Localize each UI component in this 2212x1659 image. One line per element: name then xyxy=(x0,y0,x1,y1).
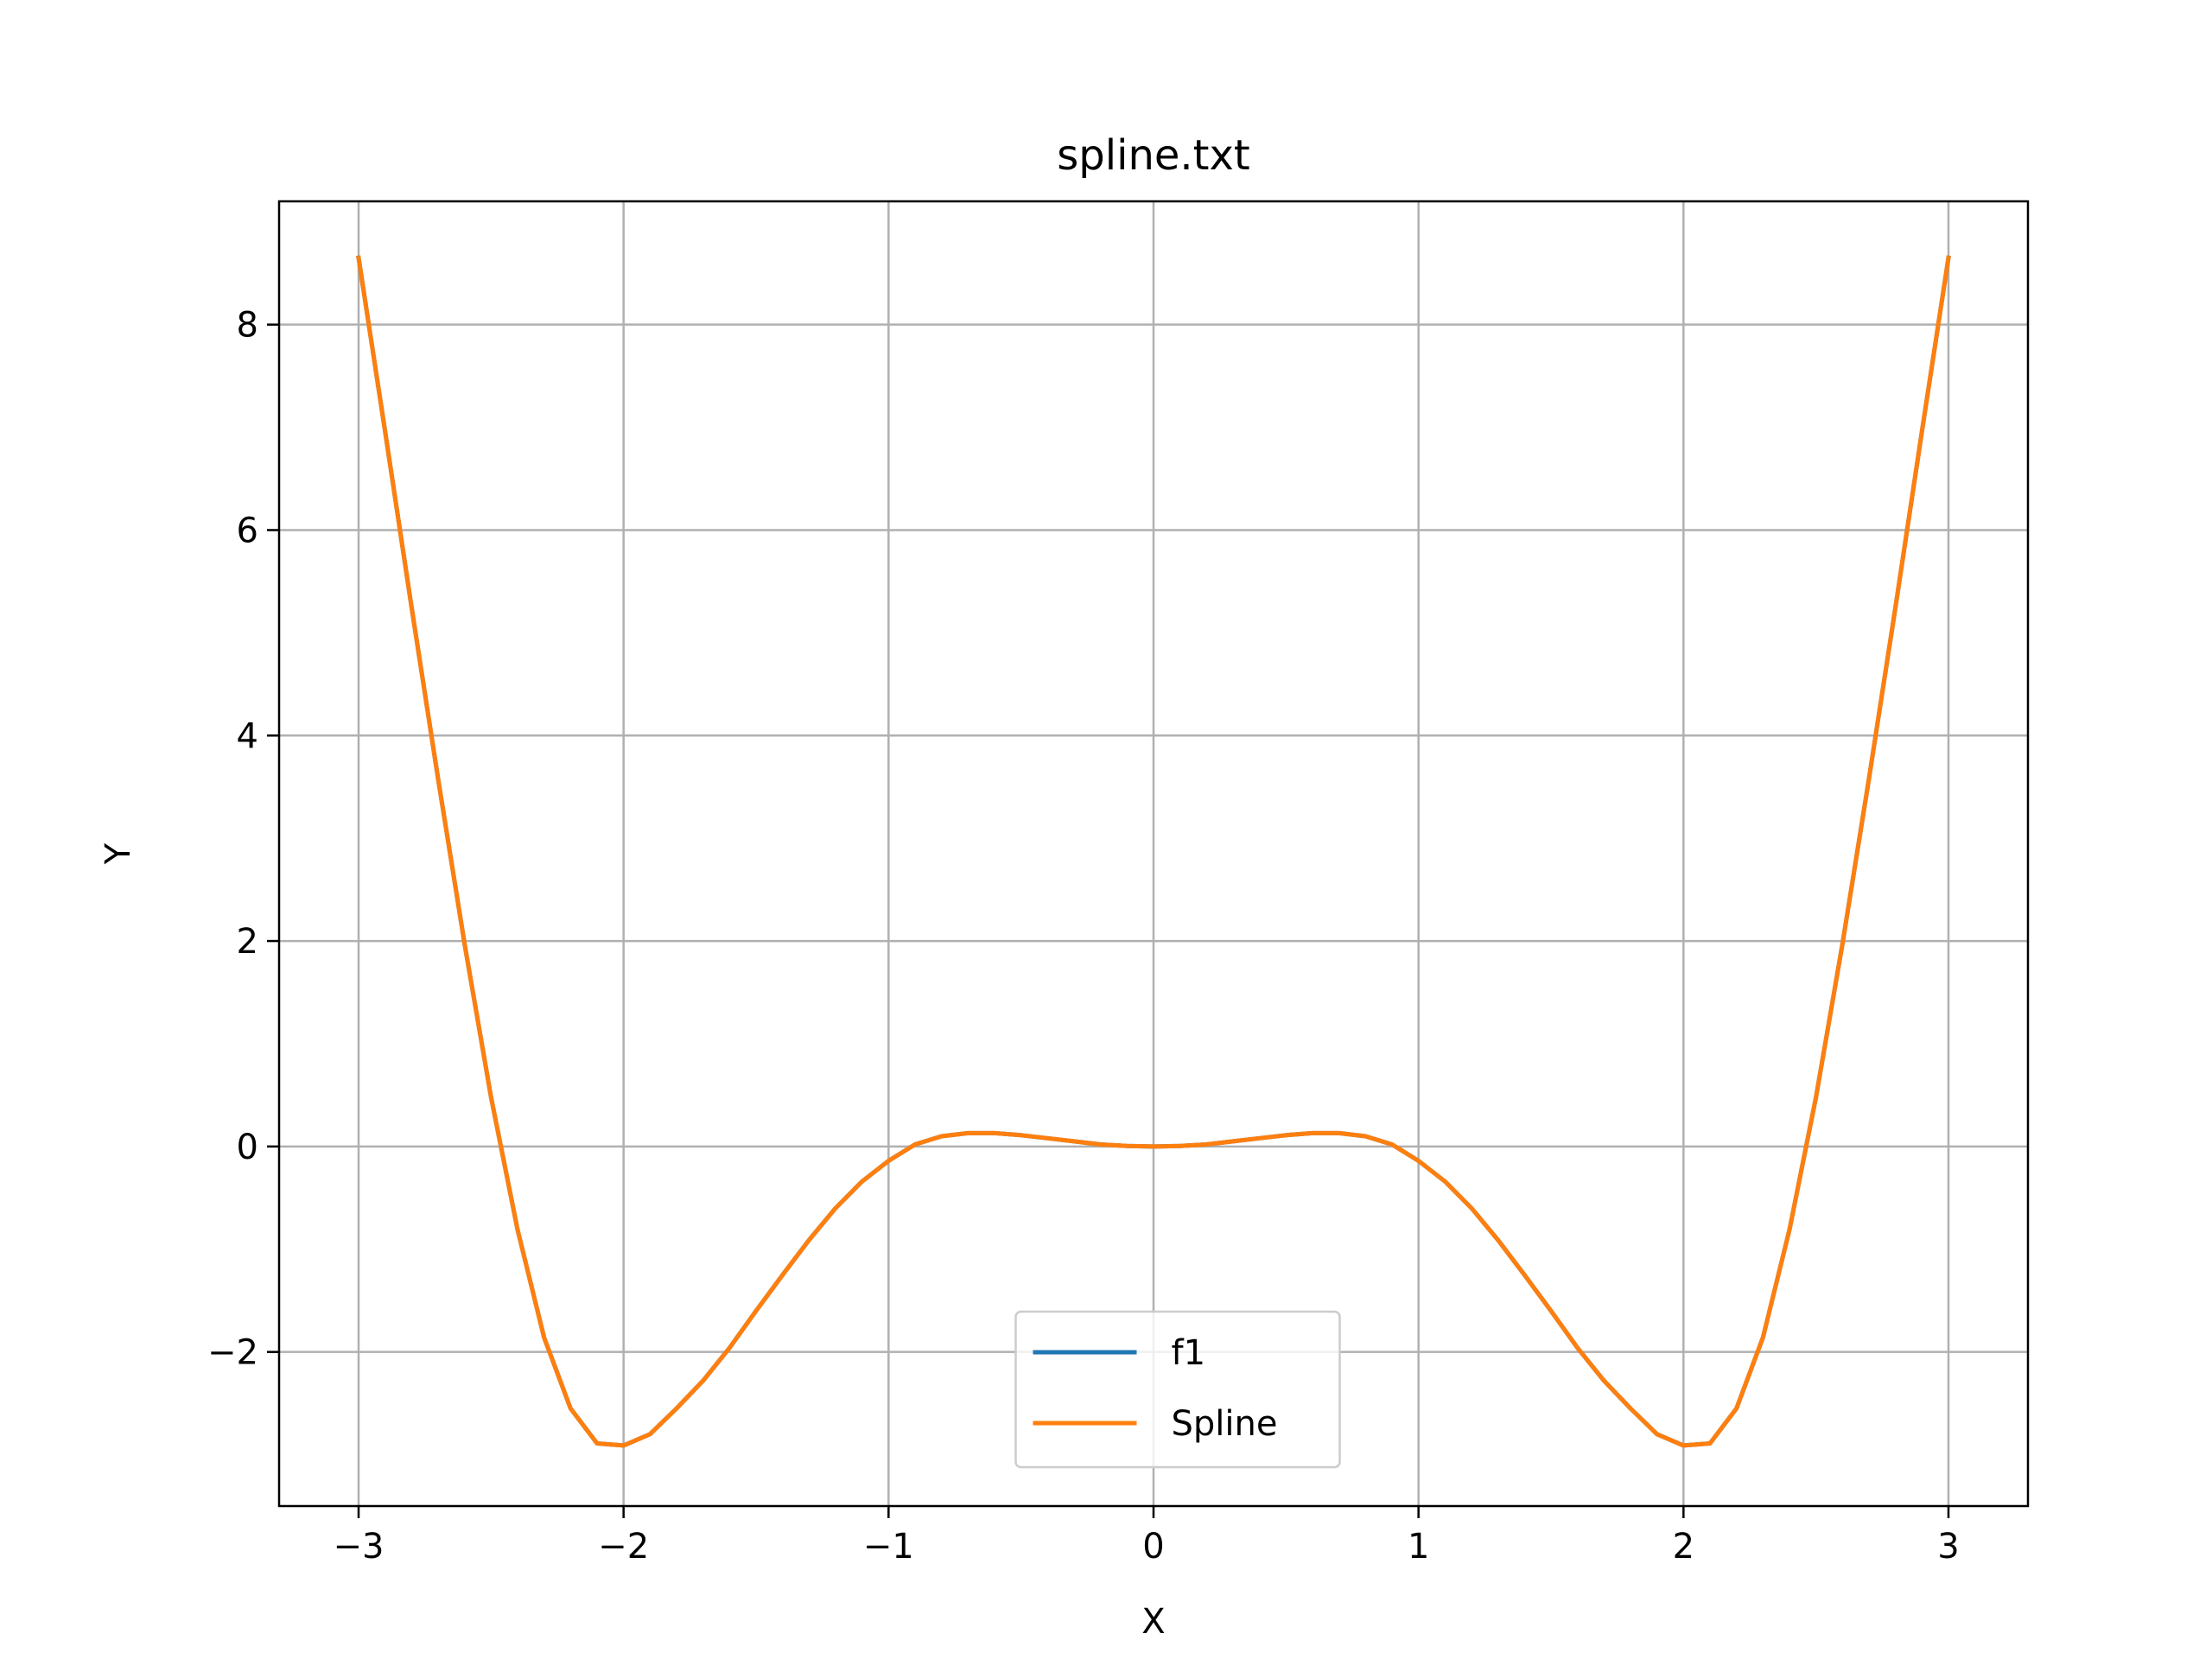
legend-label-spline: Spline xyxy=(1172,1404,1278,1444)
y-axis-title: Y xyxy=(99,842,138,865)
x-tick-label: −3 xyxy=(334,1527,385,1567)
y-tick-label: 6 xyxy=(237,511,258,550)
y-tick-label: 0 xyxy=(237,1128,258,1167)
chart-title: spline.txt xyxy=(1057,131,1249,180)
legend: f1 Spline xyxy=(1014,1310,1341,1469)
legend-label-f1: f1 xyxy=(1172,1333,1206,1373)
x-tick-label: 0 xyxy=(1142,1527,1164,1567)
x-tick-label: 1 xyxy=(1408,1527,1429,1567)
x-tick-label: −1 xyxy=(863,1527,914,1567)
ticks: −3 −2 −1 0 1 2 3 −2 0 2 4 6 8 xyxy=(207,306,1960,1567)
x-tick-label: −2 xyxy=(598,1527,649,1567)
series-lines xyxy=(356,255,1951,1448)
series-line-spline xyxy=(356,255,1951,1448)
y-tick-label: 4 xyxy=(237,716,258,756)
x-tick-label: 3 xyxy=(1937,1527,1959,1567)
y-tick-label: −2 xyxy=(207,1333,258,1373)
y-tick-label: 8 xyxy=(237,306,258,346)
grid xyxy=(279,201,2028,1506)
x-tick-label: 2 xyxy=(1673,1527,1694,1567)
y-tick-label: 2 xyxy=(237,922,258,962)
x-axis-title: X xyxy=(1141,1602,1165,1642)
